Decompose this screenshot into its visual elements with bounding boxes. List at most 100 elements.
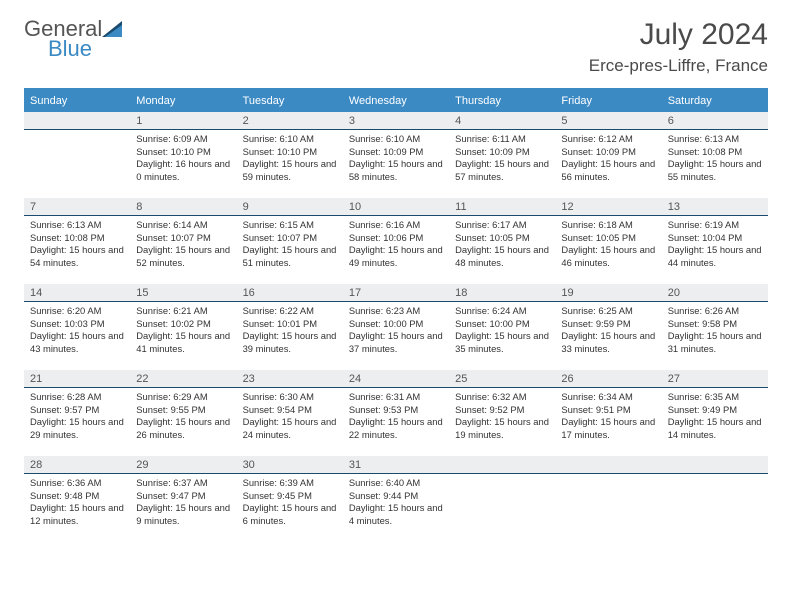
- sunrise-line: Sunrise: 6:25 AM: [561, 305, 655, 318]
- daylight-line: Daylight: 15 hours and 39 minutes.: [243, 330, 337, 355]
- logo: General Blue: [24, 18, 122, 60]
- sunset-line: Sunset: 9:45 PM: [243, 490, 337, 503]
- header: General Blue July 2024 Erce-pres-Liffre,…: [0, 0, 792, 84]
- daylight-line: Daylight: 15 hours and 12 minutes.: [30, 502, 124, 527]
- day-number: 15: [130, 284, 236, 302]
- week-row: 7Sunrise: 6:13 AMSunset: 10:08 PMDayligh…: [24, 198, 768, 284]
- sunset-line: Sunset: 9:53 PM: [349, 404, 443, 417]
- sunset-line: Sunset: 10:09 PM: [349, 146, 443, 159]
- cell-body: Sunrise: 6:10 AMSunset: 10:10 PMDaylight…: [237, 130, 343, 190]
- sunset-line: Sunset: 10:08 PM: [30, 232, 124, 245]
- day-header: Monday: [130, 90, 236, 112]
- sunrise-line: Sunrise: 6:34 AM: [561, 391, 655, 404]
- daylight-line: Daylight: 16 hours and 0 minutes.: [136, 158, 230, 183]
- cell-body: Sunrise: 6:40 AMSunset: 9:44 PMDaylight:…: [343, 474, 449, 534]
- sunrise-line: Sunrise: 6:16 AM: [349, 219, 443, 232]
- sunset-line: Sunset: 10:00 PM: [455, 318, 549, 331]
- daylight-line: Daylight: 15 hours and 58 minutes.: [349, 158, 443, 183]
- day-number: 30: [237, 456, 343, 474]
- calendar-cell: 14Sunrise: 6:20 AMSunset: 10:03 PMDaylig…: [24, 284, 130, 370]
- calendar-cell: 30Sunrise: 6:39 AMSunset: 9:45 PMDayligh…: [237, 456, 343, 542]
- calendar-cell: 27Sunrise: 6:35 AMSunset: 9:49 PMDayligh…: [662, 370, 768, 456]
- day-number: 11: [449, 198, 555, 216]
- calendar-cell: 24Sunrise: 6:31 AMSunset: 9:53 PMDayligh…: [343, 370, 449, 456]
- daylight-line: Daylight: 15 hours and 43 minutes.: [30, 330, 124, 355]
- sunset-line: Sunset: 10:05 PM: [561, 232, 655, 245]
- calendar-cell: 25Sunrise: 6:32 AMSunset: 9:52 PMDayligh…: [449, 370, 555, 456]
- day-headers-row: SundayMondayTuesdayWednesdayThursdayFrid…: [24, 90, 768, 112]
- sunrise-line: Sunrise: 6:31 AM: [349, 391, 443, 404]
- sunrise-line: Sunrise: 6:32 AM: [455, 391, 549, 404]
- month-title: July 2024: [589, 18, 768, 52]
- cell-body: Sunrise: 6:28 AMSunset: 9:57 PMDaylight:…: [24, 388, 130, 448]
- day-number: 14: [24, 284, 130, 302]
- day-number: 5: [555, 112, 661, 130]
- cell-body: [449, 474, 555, 483]
- sunset-line: Sunset: 10:06 PM: [349, 232, 443, 245]
- calendar-cell: 20Sunrise: 6:26 AMSunset: 9:58 PMDayligh…: [662, 284, 768, 370]
- calendar-cell: 18Sunrise: 6:24 AMSunset: 10:00 PMDaylig…: [449, 284, 555, 370]
- calendar-cell: [555, 456, 661, 542]
- day-number: 22: [130, 370, 236, 388]
- daylight-line: Daylight: 15 hours and 51 minutes.: [243, 244, 337, 269]
- cell-body: Sunrise: 6:18 AMSunset: 10:05 PMDaylight…: [555, 216, 661, 276]
- daylight-line: Daylight: 15 hours and 54 minutes.: [30, 244, 124, 269]
- week-row: 21Sunrise: 6:28 AMSunset: 9:57 PMDayligh…: [24, 370, 768, 456]
- daylight-line: Daylight: 15 hours and 33 minutes.: [561, 330, 655, 355]
- day-header: Wednesday: [343, 90, 449, 112]
- cell-body: Sunrise: 6:10 AMSunset: 10:09 PMDaylight…: [343, 130, 449, 190]
- daylight-line: Daylight: 15 hours and 56 minutes.: [561, 158, 655, 183]
- sunset-line: Sunset: 9:51 PM: [561, 404, 655, 417]
- day-number: 26: [555, 370, 661, 388]
- calendar-cell: 4Sunrise: 6:11 AMSunset: 10:09 PMDayligh…: [449, 112, 555, 198]
- daylight-line: Daylight: 15 hours and 44 minutes.: [668, 244, 762, 269]
- cell-body: Sunrise: 6:14 AMSunset: 10:07 PMDaylight…: [130, 216, 236, 276]
- sunset-line: Sunset: 10:07 PM: [243, 232, 337, 245]
- calendar-cell: 1Sunrise: 6:09 AMSunset: 10:10 PMDayligh…: [130, 112, 236, 198]
- cell-body: Sunrise: 6:32 AMSunset: 9:52 PMDaylight:…: [449, 388, 555, 448]
- sunrise-line: Sunrise: 6:22 AM: [243, 305, 337, 318]
- calendar-cell: 13Sunrise: 6:19 AMSunset: 10:04 PMDaylig…: [662, 198, 768, 284]
- sunrise-line: Sunrise: 6:20 AM: [30, 305, 124, 318]
- sunset-line: Sunset: 10:10 PM: [243, 146, 337, 159]
- daylight-line: Daylight: 15 hours and 35 minutes.: [455, 330, 549, 355]
- daylight-line: Daylight: 15 hours and 31 minutes.: [668, 330, 762, 355]
- sunset-line: Sunset: 10:09 PM: [455, 146, 549, 159]
- day-number: 4: [449, 112, 555, 130]
- day-number: 7: [24, 198, 130, 216]
- daylight-line: Daylight: 15 hours and 37 minutes.: [349, 330, 443, 355]
- calendar-cell: 11Sunrise: 6:17 AMSunset: 10:05 PMDaylig…: [449, 198, 555, 284]
- logo-text-blue: Blue: [48, 38, 122, 60]
- calendar-cell: 12Sunrise: 6:18 AMSunset: 10:05 PMDaylig…: [555, 198, 661, 284]
- day-number: 12: [555, 198, 661, 216]
- calendar-cell: 28Sunrise: 6:36 AMSunset: 9:48 PMDayligh…: [24, 456, 130, 542]
- daylight-line: Daylight: 15 hours and 22 minutes.: [349, 416, 443, 441]
- sunset-line: Sunset: 10:09 PM: [561, 146, 655, 159]
- sunrise-line: Sunrise: 6:12 AM: [561, 133, 655, 146]
- sunset-line: Sunset: 9:47 PM: [136, 490, 230, 503]
- calendar-cell: 5 Sunrise: 6:12 AMSunset: 10:09 PMDayligh…: [555, 112, 661, 198]
- sunset-line: Sunset: 10:10 PM: [136, 146, 230, 159]
- cell-body: Sunrise: 6:30 AMSunset: 9:54 PMDaylight:…: [237, 388, 343, 448]
- sunset-line: Sunset: 9:59 PM: [561, 318, 655, 331]
- calendar-cell: 2Sunrise: 6:10 AMSunset: 10:10 PMDayligh…: [237, 112, 343, 198]
- cell-body: Sunrise: 6:25 AMSunset: 9:59 PMDaylight:…: [555, 302, 661, 362]
- title-block: July 2024 Erce-pres-Liffre, France: [589, 18, 768, 76]
- sunrise-line: Sunrise: 6:09 AM: [136, 133, 230, 146]
- calendar-cell: 16Sunrise: 6:22 AMSunset: 10:01 PMDaylig…: [237, 284, 343, 370]
- calendar-cell: 15Sunrise: 6:21 AMSunset: 10:02 PMDaylig…: [130, 284, 236, 370]
- calendar-cell: 22Sunrise: 6:29 AMSunset: 9:55 PMDayligh…: [130, 370, 236, 456]
- calendar-cell: 9Sunrise: 6:15 AMSunset: 10:07 PMDayligh…: [237, 198, 343, 284]
- cell-body: Sunrise: 6:36 AMSunset: 9:48 PMDaylight:…: [24, 474, 130, 534]
- cell-body: Sunrise: 6:20 AMSunset: 10:03 PMDaylight…: [24, 302, 130, 362]
- cell-body: Sunrise: 6:23 AMSunset: 10:00 PMDaylight…: [343, 302, 449, 362]
- sunrise-line: Sunrise: 6:18 AM: [561, 219, 655, 232]
- cell-body: Sunrise: 6:22 AMSunset: 10:01 PMDaylight…: [237, 302, 343, 362]
- calendar-cell: 17Sunrise: 6:23 AMSunset: 10:00 PMDaylig…: [343, 284, 449, 370]
- day-number: 8: [130, 198, 236, 216]
- sunset-line: Sunset: 9:55 PM: [136, 404, 230, 417]
- cell-body: Sunrise: 6:24 AMSunset: 10:00 PMDaylight…: [449, 302, 555, 362]
- sunset-line: Sunset: 10:03 PM: [30, 318, 124, 331]
- sunset-line: Sunset: 10:00 PM: [349, 318, 443, 331]
- day-number: 6: [662, 112, 768, 130]
